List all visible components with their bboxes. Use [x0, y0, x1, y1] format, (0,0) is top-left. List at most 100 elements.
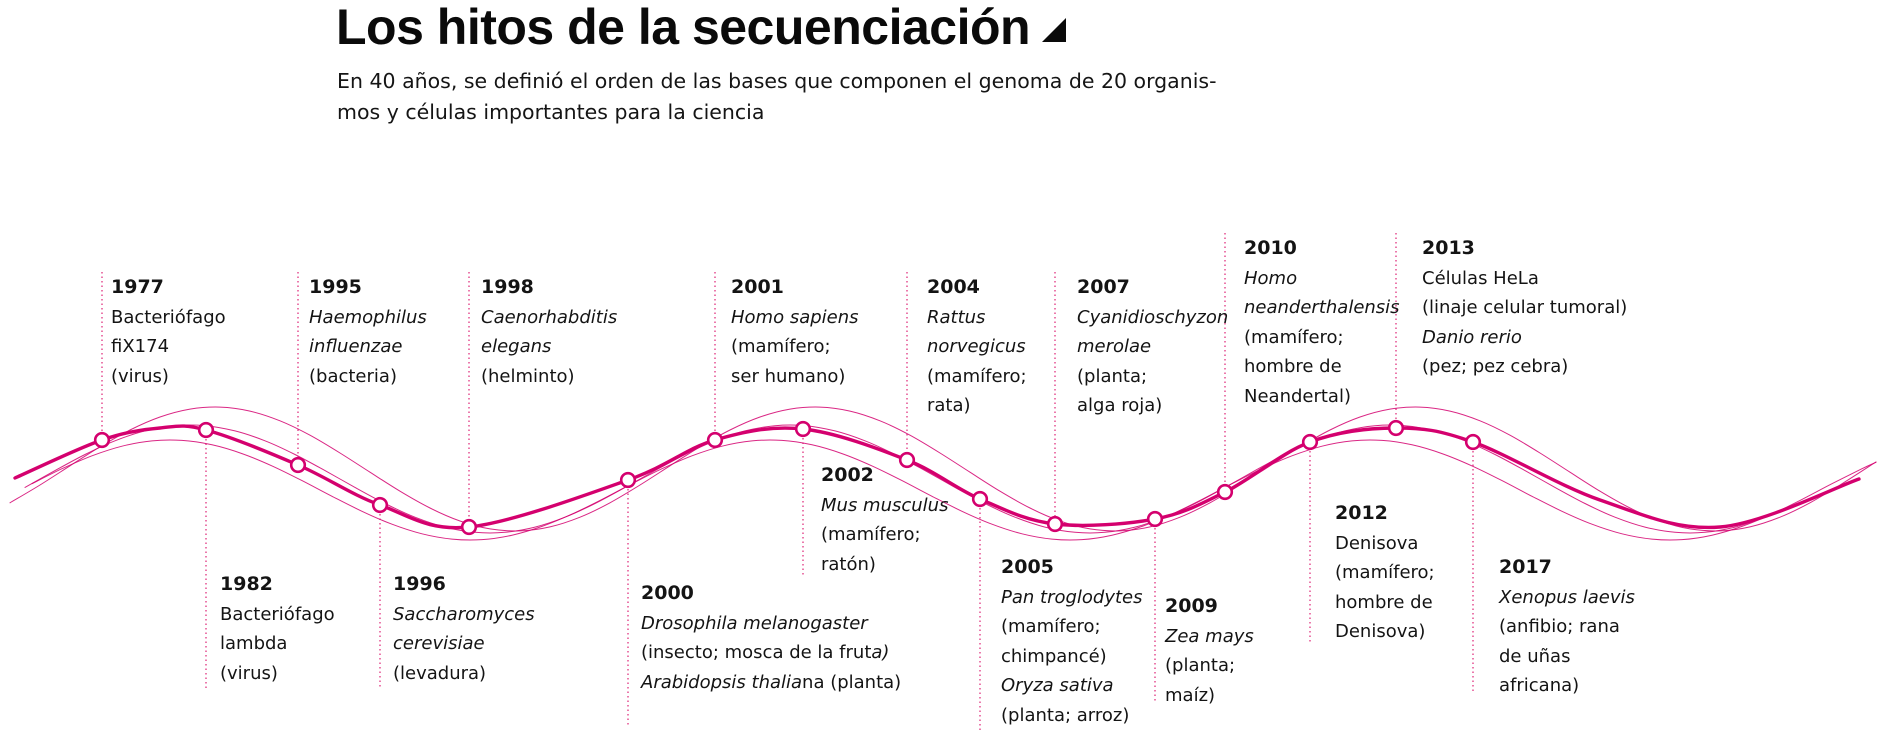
species-name: Homo — [1244, 267, 1298, 289]
milestone-1982: 1982 Bacteriófago lambda (virus) — [220, 570, 335, 688]
species-name: Arabidopsis thalia — [641, 671, 803, 693]
milestone-1995: 1995 Haemophilus influenzae (bacteria) — [309, 273, 427, 391]
milestone-year: 2001 — [731, 276, 784, 298]
milestone-line: (mamífero; — [927, 362, 1027, 392]
milestone-line: Bacteriófago — [220, 600, 335, 630]
milestone-line: influenzae — [309, 332, 427, 362]
milestone-year: 2009 — [1165, 595, 1218, 617]
description-text: na (planta) — [802, 671, 902, 693]
description-text: (helminto) — [481, 365, 575, 387]
milestone-line: Drosophila melanogaster — [641, 609, 901, 639]
milestone-year: 1982 — [220, 573, 273, 595]
milestone-1996: 1996 Saccharomyces cerevisiae (levadura) — [393, 570, 535, 688]
milestone-year: 1995 — [309, 276, 362, 298]
milestone-marker-2000 — [619, 471, 637, 489]
milestone-line: Homo sapiens — [731, 303, 859, 333]
species-name: neanderthalensis — [1244, 297, 1400, 318]
description-text: Denisova — [1335, 532, 1419, 554]
description-text: (planta; — [1077, 365, 1148, 387]
description-text: (virus) — [111, 365, 169, 387]
milestone-year: 1996 — [393, 573, 446, 595]
milestone-year: 2002 — [821, 464, 874, 486]
milestone-line: (helminto) — [481, 362, 617, 392]
description-text: Bacteriófago — [220, 603, 335, 625]
subtitle-line: mos y células importantes para la cienci… — [337, 100, 765, 124]
milestone-marker-2009 — [1146, 510, 1164, 528]
milestone-line: hombre de — [1244, 352, 1400, 382]
description-text: lambda — [220, 633, 288, 654]
milestone-line: hombre de — [1335, 588, 1435, 618]
milestone-2012: 2012 Denisova (mamífero; hombre de Denisova) — [1335, 499, 1435, 647]
species-name: influenzae — [309, 336, 403, 357]
milestone-line: elegans — [481, 332, 617, 362]
milestone-line: (mamífero; — [821, 520, 948, 550]
milestone-2000: 2000 Drosophila melanogaster (insecto; mos… — [641, 579, 901, 697]
species-name: Saccharomyces — [393, 603, 535, 625]
milestone-year: 2000 — [641, 582, 694, 604]
description-text: (planta; — [1165, 655, 1236, 676]
milestone-line: ratón) — [821, 550, 948, 580]
triangle-corner-icon — [1042, 18, 1067, 42]
milestone-line: Cyanidioschyzon — [1077, 303, 1228, 333]
milestone-line: Denisova) — [1335, 617, 1435, 647]
milestone-year: 2007 — [1077, 276, 1130, 298]
milestone-line: (pez; pez cebra) — [1422, 352, 1627, 382]
milestone-line: Células HeLa — [1422, 264, 1627, 294]
milestone-line: merolae — [1077, 332, 1228, 362]
milestone-year: 2013 — [1422, 237, 1475, 259]
milestone-line: fiX174 — [111, 332, 226, 362]
milestone-line: rata) — [927, 391, 1027, 421]
milestone-year: 2012 — [1335, 502, 1388, 524]
milestone-line: cerevisiae — [393, 629, 535, 659]
milestone-line: Saccharomyces — [393, 600, 535, 630]
milestone-line: Xenopus laevis — [1499, 583, 1635, 613]
thin-wave-line — [9, 406, 1877, 532]
milestone-line: (mamífero; — [1001, 612, 1143, 642]
milestone-marker-2007 — [1046, 515, 1064, 533]
milestone-markers — [93, 419, 1482, 536]
description-text: de uñas — [1499, 645, 1571, 667]
description-text: (linaje celular tumoral) — [1422, 297, 1628, 318]
milestone-line: (planta; arroz) — [1001, 701, 1143, 731]
milestone-line: Mus musculus — [821, 491, 948, 521]
milestone-marker-2004 — [898, 451, 916, 469]
milestone-year: 2017 — [1499, 556, 1552, 578]
description-text: (mamífero; — [821, 524, 921, 545]
description-text: ratón) — [821, 553, 876, 575]
species-name: Oryza sativa — [1001, 675, 1114, 696]
description-text: (virus) — [220, 662, 278, 684]
species-name: merolae — [1077, 336, 1152, 357]
milestone-line: (bacteria) — [309, 362, 427, 392]
milestone-line: Arabidopsis thaliana (planta) — [641, 668, 901, 698]
milestone-line: Zea mays — [1165, 622, 1254, 652]
milestone-line: Haemophilus — [309, 303, 427, 333]
milestone-2004: 2004 Rattus norvegicus (mamífero; rata) — [927, 273, 1027, 421]
milestone-marker-2017 — [1464, 433, 1482, 451]
milestone-line: Homo — [1244, 264, 1400, 294]
milestone-line: Caenorhabditis — [481, 303, 617, 333]
description-text: (planta; arroz) — [1001, 704, 1130, 726]
milestone-year: 1998 — [481, 276, 534, 298]
milestone-line: lambda — [220, 629, 335, 659]
description-text: hombre de — [1244, 356, 1342, 377]
milestone-line: (mamífero; — [1335, 558, 1435, 588]
milestone-2010: 2010 Homo neanderthalensis (mamífero; hombre… — [1244, 234, 1400, 411]
milestone-line: Bacteriófago — [111, 303, 226, 333]
description-text: chimpancé) — [1001, 645, 1107, 667]
milestone-line: alga roja) — [1077, 391, 1228, 421]
milestone-marker-1982 — [197, 421, 215, 439]
description-text: Denisova) — [1335, 621, 1426, 642]
title-text: Los hitos de la secuenciación — [336, 0, 1031, 55]
species-name: Haemophilus — [309, 306, 427, 328]
description-text: Neandertal) — [1244, 385, 1351, 407]
milestone-2009: 2009 Zea mays (planta; maíz) — [1165, 592, 1254, 710]
milestone-line: (virus) — [111, 362, 226, 392]
milestone-year: 2005 — [1001, 556, 1054, 578]
milestone-1977: 1977 Bacteriófago fiX174 (virus) — [111, 273, 226, 391]
subtitle: En 40 años, se definió el orden de las b… — [337, 66, 1277, 128]
milestone-marker-2002 — [794, 420, 812, 438]
milestone-marker-2012 — [1301, 433, 1319, 451]
milestone-marker-2005 — [971, 490, 989, 508]
milestone-marker-2001 — [706, 431, 724, 449]
